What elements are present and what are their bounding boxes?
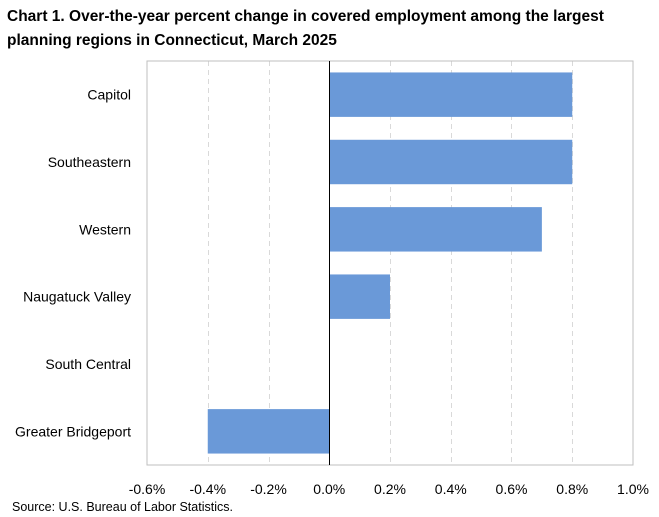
- chart-title: Chart 1. Over-the-year percent change in…: [7, 8, 604, 49]
- bar-capitol: [329, 72, 573, 117]
- bar-naugatuck-valley: [329, 274, 390, 319]
- x-tick-label: 0.6%: [496, 481, 528, 497]
- bar-western: [329, 207, 542, 252]
- x-tick-label: -0.2%: [250, 481, 287, 497]
- x-tick-label: 0.2%: [374, 481, 406, 497]
- category-label: Southeastern: [48, 154, 131, 170]
- category-label: Capitol: [87, 87, 131, 103]
- bar-greater-bridgeport: [207, 409, 330, 454]
- x-tick-label: 1.0%: [617, 481, 649, 497]
- x-tick-label: -0.4%: [189, 481, 226, 497]
- category-labels: Capitol Southeastern Western Naugatuck Vall…: [15, 87, 131, 440]
- plot-area-border: [146, 60, 634, 466]
- gridlines: [208, 61, 573, 465]
- bar-southeastern: [329, 139, 573, 185]
- category-label: Western: [79, 221, 131, 237]
- x-tick-label: -0.6%: [129, 481, 166, 497]
- x-tick-labels: -0.6% -0.4% -0.2% 0.0% 0.2% 0.4% 0.6% 0.8% 1.0%: [129, 481, 649, 497]
- bars: [207, 72, 573, 454]
- x-tick-label: 0.0%: [313, 481, 345, 497]
- category-label: South Central: [45, 356, 131, 372]
- category-label: Naugatuck Valley: [23, 289, 131, 305]
- x-tick-label: 0.8%: [556, 481, 588, 497]
- category-label: Greater Bridgeport: [15, 423, 131, 439]
- source-note: Source: U.S. Bureau of Labor Statistics.: [12, 500, 233, 514]
- x-tick-label: 0.4%: [435, 481, 467, 497]
